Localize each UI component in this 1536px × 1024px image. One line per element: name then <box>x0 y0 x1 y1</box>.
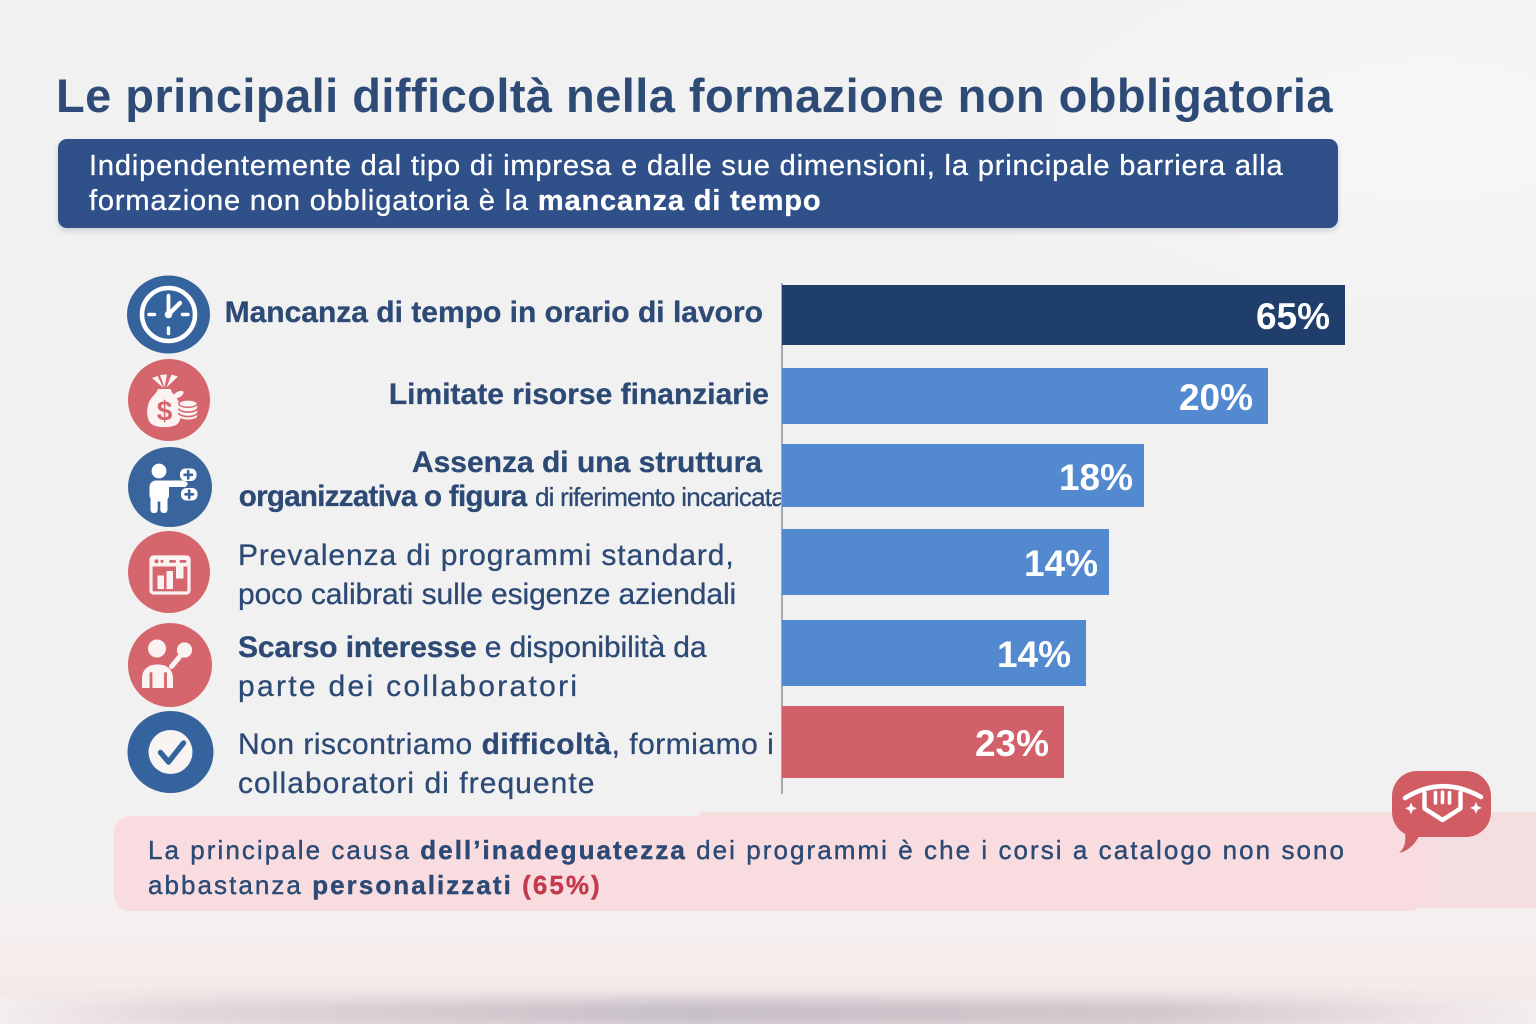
svg-text:$: $ <box>157 396 173 427</box>
